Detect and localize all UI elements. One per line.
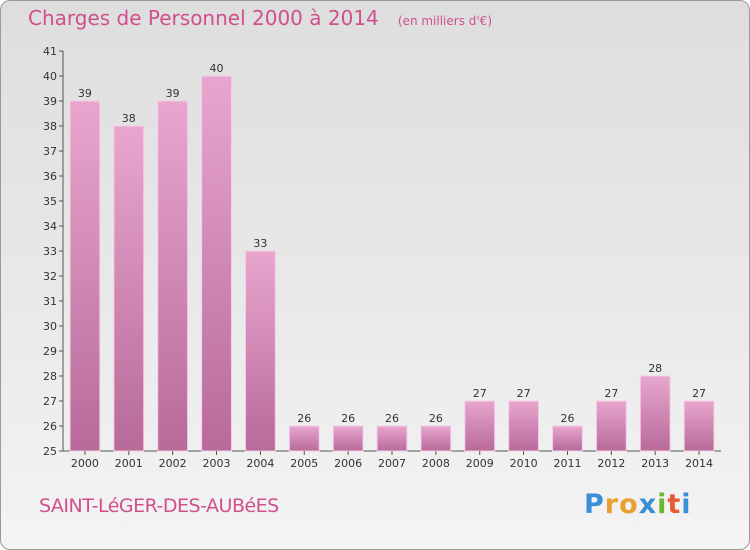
y-tick-label: 31 xyxy=(43,295,57,308)
y-tick-label: 27 xyxy=(43,395,57,408)
x-tick-label: 2010 xyxy=(510,457,538,470)
bar-value-label: 40 xyxy=(210,62,224,75)
bar xyxy=(552,425,583,452)
chart-header: Charges de Personnel 2000 à 2014 (en mil… xyxy=(28,6,492,30)
y-tick-label: 30 xyxy=(43,320,57,333)
x-tick-label: 2002 xyxy=(159,457,187,470)
y-tick-label: 38 xyxy=(43,120,57,133)
bar xyxy=(683,400,715,452)
logo-letter: o xyxy=(619,489,639,520)
bar xyxy=(420,425,452,452)
y-tick-label: 37 xyxy=(43,145,57,158)
x-tick-label: 2001 xyxy=(115,457,143,470)
bar-value-label: 39 xyxy=(166,87,180,100)
commune-name: SAINT-LéGER-DES-AUBéES xyxy=(39,495,279,517)
bar xyxy=(69,100,101,452)
y-tick-label: 25 xyxy=(43,445,57,458)
y-tick-label: 40 xyxy=(43,70,57,83)
x-tick-label: 2011 xyxy=(553,457,581,470)
bar xyxy=(288,425,320,452)
y-tick-label: 26 xyxy=(43,420,57,433)
bar-value-label: 26 xyxy=(385,412,399,425)
x-tick-label: 2000 xyxy=(71,457,99,470)
bar xyxy=(464,400,496,452)
bar-value-label: 38 xyxy=(122,112,136,125)
bar xyxy=(376,425,408,452)
x-tick-label: 2006 xyxy=(334,457,362,470)
logo-letter: x xyxy=(638,489,658,520)
bar-value-label: 26 xyxy=(297,412,311,425)
bar xyxy=(639,375,671,452)
chart-title: Charges de Personnel 2000 à 2014 xyxy=(28,6,379,30)
x-tick-label: 2003 xyxy=(203,457,231,470)
bar-value-label: 26 xyxy=(429,412,443,425)
x-tick-label: 2005 xyxy=(290,457,318,470)
y-tick-label: 39 xyxy=(43,95,57,108)
bar xyxy=(595,400,627,452)
bar-value-label: 26 xyxy=(560,412,574,425)
bar xyxy=(508,400,540,452)
y-tick-label: 36 xyxy=(43,170,57,183)
x-tick-label: 2013 xyxy=(641,457,669,470)
bar xyxy=(244,250,276,452)
y-tick-label: 32 xyxy=(43,270,57,283)
bar-value-label: 26 xyxy=(341,412,355,425)
logo-letter: P xyxy=(584,489,605,520)
logo-letter: i xyxy=(657,489,668,520)
logo-letter: i xyxy=(681,489,692,520)
bar xyxy=(157,100,189,452)
y-tick-label: 29 xyxy=(43,345,57,358)
y-tick-label: 33 xyxy=(43,245,57,258)
bar-value-label: 28 xyxy=(648,362,662,375)
bar-value-label: 27 xyxy=(517,387,531,400)
logo-letter: t xyxy=(667,489,682,520)
bar-value-label: 27 xyxy=(604,387,618,400)
y-tick-label: 35 xyxy=(43,195,57,208)
bar xyxy=(332,425,364,452)
y-tick-label: 41 xyxy=(43,45,57,58)
bar-value-label: 39 xyxy=(78,87,92,100)
chart-subtitle: (en milliers d'€) xyxy=(397,14,492,28)
bar-value-label: 27 xyxy=(473,387,487,400)
bar xyxy=(113,125,145,452)
bar xyxy=(201,75,232,452)
bar-value-label: 27 xyxy=(692,387,706,400)
x-tick-label: 2014 xyxy=(685,457,713,470)
proxiti-logo: Proxiti xyxy=(584,489,692,520)
bar-value-label: 33 xyxy=(253,237,267,250)
y-tick-label: 34 xyxy=(43,220,57,233)
x-tick-label: 2012 xyxy=(597,457,625,470)
x-tick-label: 2009 xyxy=(466,457,494,470)
logo-letter: r xyxy=(604,489,620,520)
y-tick-label: 28 xyxy=(43,370,57,383)
x-tick-label: 2004 xyxy=(246,457,274,470)
x-tick-label: 2007 xyxy=(378,457,406,470)
x-tick-label: 2008 xyxy=(422,457,450,470)
